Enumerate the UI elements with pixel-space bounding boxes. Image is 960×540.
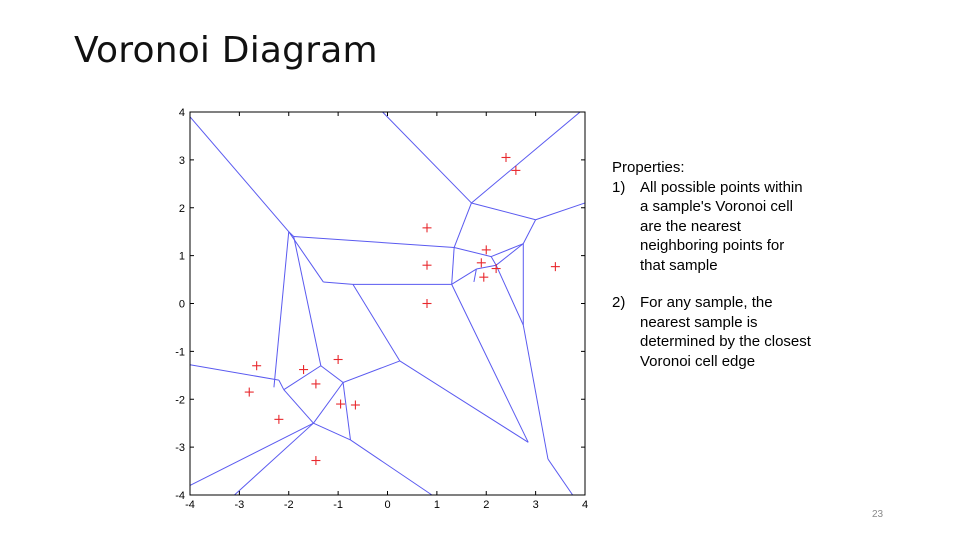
voronoi-edge-11 (293, 236, 322, 366)
property-text-1: All possible points within a sample's Vo… (640, 178, 803, 274)
y-tick-label: 1 (179, 251, 185, 263)
voronoi-edge-15 (313, 422, 351, 441)
sample-point-13 (333, 355, 343, 365)
voronoi-edge-36 (495, 243, 524, 266)
sample-point-9 (479, 272, 489, 282)
property-number-1: 1) (612, 178, 626, 196)
voronoi-edge-5 (293, 235, 455, 248)
x-tick-labels: -4 -3 -2 -1 0 1 2 3 4 (185, 499, 588, 511)
voronoi-edge-14 (283, 389, 314, 424)
voronoi-edge-19 (342, 382, 351, 441)
voronoi-edge-3 (189, 422, 314, 486)
property-number-2: 2) (612, 294, 626, 311)
y-tick-label: -1 (175, 346, 185, 358)
voronoi-edge-34 (451, 268, 477, 285)
voronoi-edge-26 (382, 111, 472, 204)
sample-point-18 (274, 414, 284, 424)
voronoi-edge-23 (451, 284, 529, 443)
voronoi-edge-20 (234, 422, 314, 496)
voronoi-edge-18 (342, 360, 401, 383)
sample-point-7 (550, 262, 560, 272)
x-tick-label: 0 (384, 499, 390, 511)
voronoi-edge-40 (522, 324, 549, 460)
slide-title: Voronoi Diagram (74, 30, 378, 71)
y-tick-label: -3 (175, 442, 185, 454)
sample-point-15 (244, 387, 254, 397)
y-tick-label: 0 (179, 299, 185, 311)
voronoi-edge-38 (495, 264, 524, 326)
sample-point-3 (422, 223, 432, 233)
axis-ticks (189, 111, 586, 496)
x-tick-label: -4 (185, 499, 195, 511)
voronoi-edge-37 (473, 268, 477, 283)
voronoi-edge-35 (476, 264, 497, 270)
x-tick-label: 2 (483, 499, 489, 511)
sample-point-14 (311, 379, 321, 389)
voronoi-edge-32 (491, 243, 524, 258)
sample-point-12 (299, 365, 309, 375)
y-tick-label: -2 (175, 394, 185, 406)
properties-list: 1) All possible points within a sample's… (612, 178, 812, 372)
voronoi-edge-30 (522, 219, 537, 244)
voronoi-edge-33 (490, 256, 497, 266)
properties-panel: Properties: 1) All possible points withi… (612, 158, 812, 371)
voronoi-edge-2 (189, 364, 279, 381)
voronoi-edge-7 (323, 281, 353, 285)
properties-heading: Properties: (612, 159, 685, 176)
voronoi-edge-29 (535, 202, 586, 221)
voronoi-edge-21 (350, 439, 433, 496)
x-tick-label: 3 (533, 499, 539, 511)
property-text-2: For any sample, the nearest sample is de… (640, 294, 811, 370)
y-tick-labels: 4 3 2 1 0 -1 -2 -3 -4 (175, 107, 185, 502)
x-tick-label: -1 (333, 499, 343, 511)
voronoi-edge-27 (471, 202, 536, 221)
voronoi-edge-16 (313, 382, 344, 424)
voronoi-edge-13 (278, 379, 285, 390)
sample-point-16 (336, 399, 346, 409)
voronoi-edge-24 (451, 247, 455, 285)
voronoi-edge-41 (547, 458, 574, 496)
sample-point-11 (252, 361, 262, 371)
y-tick-label: 2 (179, 203, 185, 215)
x-tick-label: 1 (434, 499, 440, 511)
sample-point-17 (350, 400, 360, 410)
y-tick-label: -4 (175, 490, 185, 502)
sample-point-10 (422, 299, 432, 308)
voronoi-edges (189, 111, 586, 496)
sample-point-8 (422, 260, 432, 270)
x-tick-label: -3 (234, 499, 244, 511)
voronoi-edge-28 (471, 111, 581, 204)
sample-points (244, 152, 560, 466)
x-tick-label: 4 (582, 499, 588, 511)
voronoi-edge-25 (453, 202, 472, 248)
property-item-2: 2) For any sample, the nearest sample is… (612, 293, 812, 371)
voronoi-edge-10 (273, 231, 290, 388)
x-tick-label: -2 (284, 499, 294, 511)
voronoi-edge-22 (399, 360, 529, 443)
sample-point-19 (311, 456, 321, 466)
property-item-1: 1) All possible points within a sample's… (612, 178, 812, 276)
voronoi-edge-31 (454, 247, 492, 258)
voronoi-edge-12 (283, 365, 322, 391)
sample-point-6 (491, 264, 501, 274)
voronoi-edge-17 (320, 365, 344, 383)
y-tick-label: 4 (179, 107, 185, 119)
sample-point-2 (511, 165, 521, 175)
y-tick-label: 3 (179, 155, 185, 167)
sample-point-4 (481, 245, 491, 255)
page-number: 23 (872, 509, 884, 520)
voronoi-edge-9 (352, 284, 401, 362)
sample-point-5 (476, 258, 486, 268)
voronoi-edge-1 (189, 116, 290, 233)
sample-point-1 (501, 152, 511, 162)
